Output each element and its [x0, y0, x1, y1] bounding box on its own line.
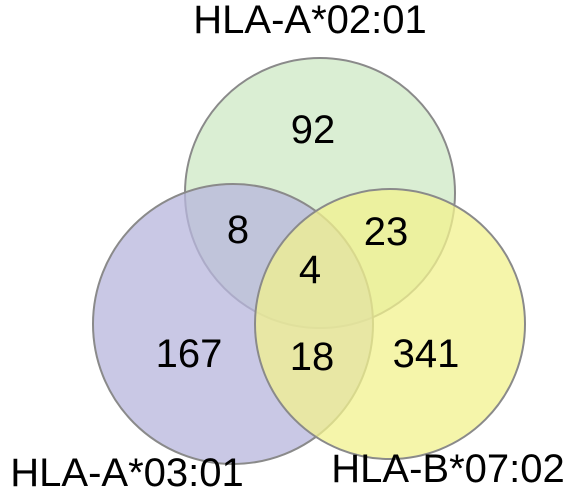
set-circle-hla-b-07-02	[254, 188, 526, 460]
count-all-three: 4	[299, 248, 321, 292]
count-a0301-b0702: 18	[290, 335, 335, 379]
set-label-hla-a-03-01: HLA-A*03:01	[10, 451, 243, 491]
count-a0201-b0702: 23	[364, 210, 409, 254]
count-a0201-a0301: 8	[227, 208, 249, 252]
set-label-hla-b-07-02: HLA-B*07:02	[331, 447, 564, 491]
count-a0201-only: 92	[291, 108, 336, 152]
count-b0702-only: 341	[393, 332, 460, 376]
count-a0301-only: 167	[156, 332, 223, 376]
set-label-hla-a-02-01: HLA-A*02:01	[193, 0, 426, 42]
